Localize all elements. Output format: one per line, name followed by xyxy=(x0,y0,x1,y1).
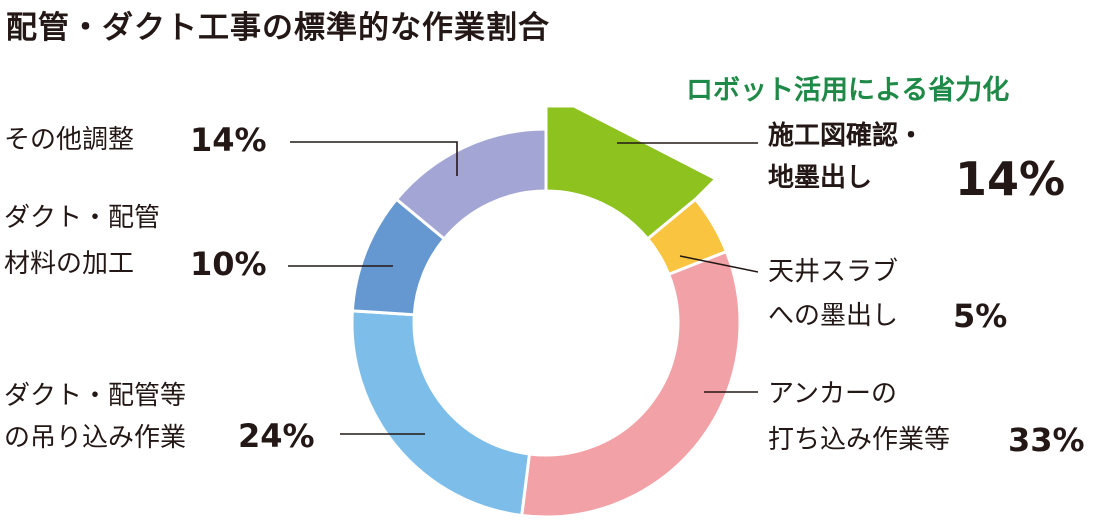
slice-label-line1-2: アンカーの xyxy=(768,379,897,409)
slice-label-line1-4: ダクト・配管 xyxy=(4,203,161,233)
slice-label-line1-0: 施工図確認・ xyxy=(768,121,925,151)
slice-percent-1: 5% xyxy=(953,297,1008,335)
slice-percent-3: 24% xyxy=(238,417,315,455)
slice-percent-5: 14% xyxy=(190,121,267,159)
slice-label-line1-5: その他調整 xyxy=(4,125,135,155)
slice-label-line2-3: の吊り込み作業 xyxy=(4,423,187,453)
slice-label-line1-1: 天井スラブ xyxy=(768,257,899,287)
leader-line-1 xyxy=(679,255,759,273)
robot-savings-note: ロボット活用による省力化 xyxy=(686,75,1010,106)
slice-label-line2-2: 打ち込み作業等 xyxy=(768,425,951,455)
slice-label-line2-4: 材料の加工 xyxy=(4,249,135,279)
slice-percent-4: 10% xyxy=(190,245,267,283)
slice-percent-0: 14% xyxy=(955,152,1066,206)
slice-label-line2-0: 地墨出し xyxy=(768,163,873,193)
slice-label-line2-1: への墨出し xyxy=(768,301,899,331)
donut-slice-2 xyxy=(520,249,742,519)
donut-slice-3 xyxy=(350,309,532,518)
slice-label-line1-3: ダクト・配管等 xyxy=(4,381,187,411)
leader-line-5 xyxy=(290,141,458,176)
slice-percent-2: 33% xyxy=(1008,421,1085,459)
donut-slice-5 xyxy=(394,127,548,241)
chart-title: 配管・ダクト工事の標準的な作業割合 xyxy=(6,10,550,46)
